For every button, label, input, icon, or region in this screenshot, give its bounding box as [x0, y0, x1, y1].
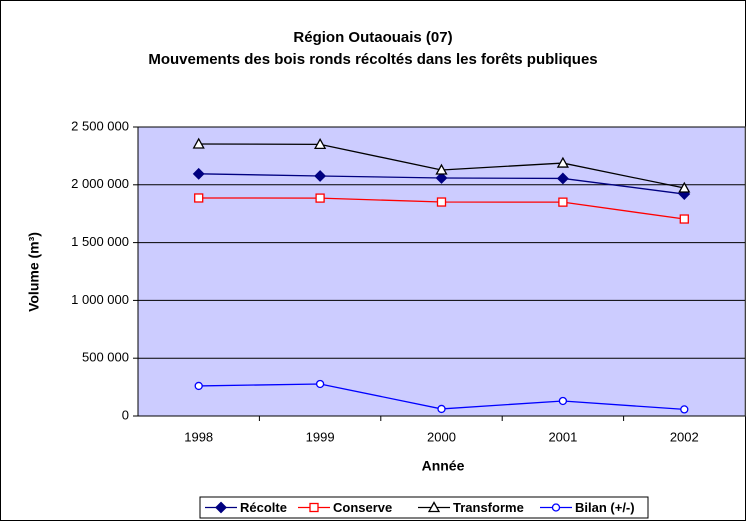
x-tick-label: 2002 — [670, 429, 699, 444]
legend-label: Récolte — [240, 500, 287, 515]
data-point — [556, 172, 569, 185]
legend-label: Conserve — [333, 500, 392, 515]
y-tick-label: 1 500 000 — [71, 234, 129, 249]
data-point — [314, 170, 327, 182]
y-tick-label: 500 000 — [82, 350, 129, 365]
x-tick-label: 1998 — [184, 429, 213, 444]
legend-marker — [215, 501, 227, 514]
data-point — [435, 172, 448, 184]
data-point — [194, 381, 203, 391]
data-point — [556, 156, 570, 168]
x-axis-label: Année — [422, 458, 465, 474]
legend-marker — [309, 502, 319, 513]
x-tick-label: 2000 — [427, 429, 456, 444]
x-tick-label: 1999 — [306, 429, 335, 444]
data-point — [678, 181, 691, 193]
y-tick-label: 0 — [122, 407, 129, 422]
data-point — [194, 193, 204, 203]
data-point — [437, 404, 446, 414]
y-tick-label: 1 000 000 — [71, 292, 129, 307]
data-point — [680, 405, 689, 414]
legend-marker — [551, 503, 561, 512]
chart-title: Région Outaouais (07) — [293, 29, 452, 46]
legend-label: Bilan (+/-) — [575, 500, 635, 515]
y-tick-label: 2 500 000 — [71, 118, 129, 133]
y-tick-label: 2 000 000 — [71, 176, 129, 191]
data-point — [313, 138, 327, 149]
data-point — [192, 137, 205, 149]
legend-marker — [427, 501, 441, 513]
y-axis-label: Volume (m³) — [26, 232, 42, 312]
legend-label: Transforme — [453, 500, 524, 515]
data-point — [315, 193, 325, 203]
data-point — [435, 163, 448, 175]
chart-subtitle: Mouvements des bois ronds récoltés dans … — [148, 51, 597, 68]
data-point — [558, 396, 568, 406]
data-point — [192, 167, 205, 180]
data-point — [679, 214, 689, 224]
data-point — [315, 379, 325, 389]
x-tick-label: 2001 — [548, 429, 577, 444]
data-point — [436, 197, 447, 207]
data-point — [558, 197, 568, 207]
